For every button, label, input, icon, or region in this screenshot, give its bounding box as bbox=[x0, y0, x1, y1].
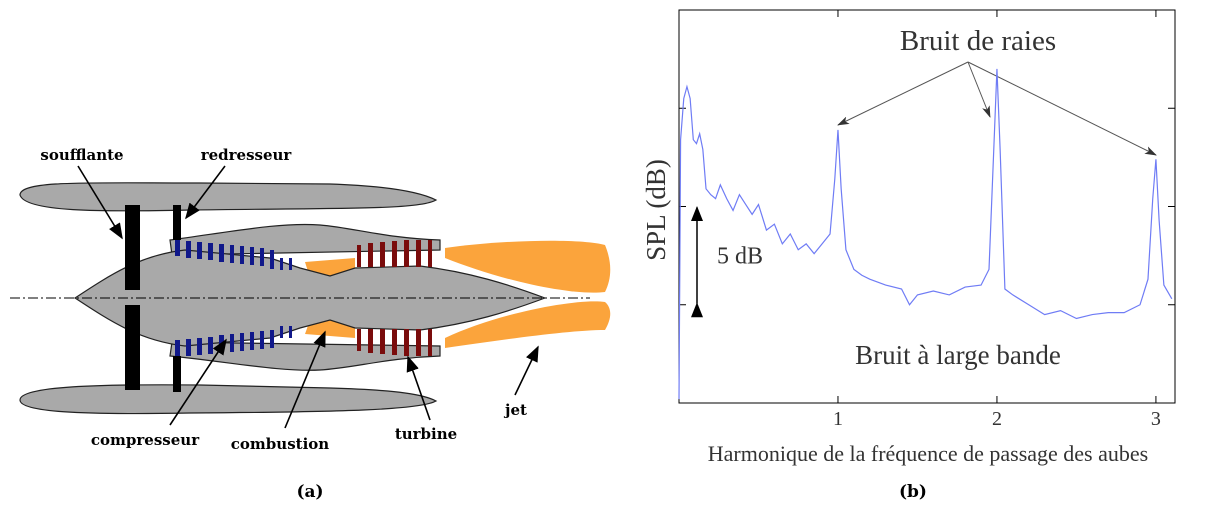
x-tick-label: 3 bbox=[1151, 408, 1161, 430]
fan-upper bbox=[125, 205, 140, 290]
caption: (b) bbox=[899, 482, 927, 502]
stator-lower bbox=[173, 356, 181, 392]
jet-lower bbox=[445, 301, 611, 348]
compressor-blades bbox=[175, 240, 292, 356]
label: turbine bbox=[395, 425, 457, 443]
label: compresseur bbox=[91, 431, 200, 449]
arrow-soufflante bbox=[77, 165, 123, 240]
x-tick-label: 2 bbox=[992, 408, 1002, 430]
label: redresseur bbox=[201, 146, 293, 164]
label: jet bbox=[503, 401, 527, 419]
nacelle-upper bbox=[19, 182, 438, 212]
spectrum-chart: Bruit de raies Bruit à large bande SPL (… bbox=[641, 9, 1176, 466]
stator-upper bbox=[173, 205, 181, 240]
x-axis-label: Harmonique de la fréquence de passage de… bbox=[708, 441, 1148, 466]
engine-diagram: soufflante redresseur compresseur combus… bbox=[10, 146, 611, 453]
arrow-turbine bbox=[406, 355, 431, 421]
turbine-blades bbox=[357, 240, 432, 356]
arrow-jet bbox=[514, 345, 539, 396]
pointer-arrow bbox=[967, 61, 991, 118]
label: soufflante bbox=[40, 146, 123, 164]
annotation: Bruit à large bande bbox=[855, 340, 1061, 370]
nacelle-lower bbox=[19, 384, 438, 415]
annotation: Bruit de raies bbox=[900, 25, 1056, 57]
pointer-arrow bbox=[837, 61, 969, 126]
y-axis-label: SPL (dB) bbox=[641, 159, 671, 261]
fan-lower bbox=[125, 305, 140, 390]
jet-upper bbox=[445, 240, 611, 293]
plot-frame bbox=[678, 9, 1176, 404]
spectrum-line bbox=[678, 68, 1173, 400]
pointer-arrow bbox=[967, 61, 1157, 156]
label: combustion bbox=[231, 435, 329, 453]
span-label: 5 dB bbox=[717, 244, 763, 270]
x-tick-label: 1 bbox=[833, 408, 843, 430]
arrow-compresseur bbox=[169, 338, 227, 426]
arrow-redresseur bbox=[185, 165, 226, 220]
arrow-combustion bbox=[284, 330, 326, 429]
caption: (a) bbox=[296, 482, 323, 502]
